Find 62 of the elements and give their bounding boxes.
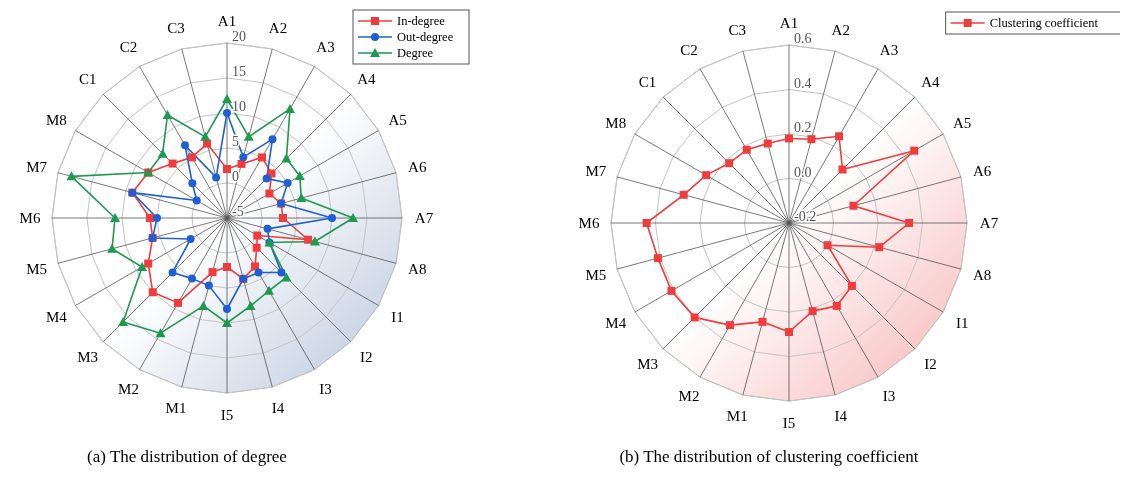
spoke-label: M7 — [585, 163, 607, 180]
spoke-label: A2 — [831, 21, 850, 38]
spoke-label: I1 — [391, 308, 404, 325]
spoke-label: M7 — [26, 159, 48, 176]
spoke-label: M5 — [585, 266, 607, 283]
spoke-label: A5 — [388, 111, 407, 128]
spoke-label: M3 — [77, 349, 99, 366]
spoke-label: A5 — [953, 115, 972, 131]
spoke-label: I3 — [319, 380, 332, 397]
spoke-label: M2 — [678, 388, 700, 405]
spoke-label: I4 — [834, 408, 848, 425]
spoke-label: A7 — [979, 215, 999, 231]
legend-label: Degree — [397, 46, 434, 60]
spoke-label: A6 — [408, 159, 427, 176]
spoke-label: A6 — [973, 163, 992, 180]
spoke-label: M6 — [578, 215, 600, 231]
spoke-label: I2 — [924, 356, 937, 373]
spoke-label: M4 — [45, 308, 68, 325]
spoke-label: C3 — [728, 21, 746, 38]
spoke-label: A4 — [921, 73, 941, 90]
legend-label: Clustering coefficient — [989, 16, 1099, 30]
spoke-label: M6 — [19, 210, 41, 226]
spoke-label: C3 — [167, 19, 185, 36]
spoke-label: A2 — [268, 19, 288, 36]
y-tick-label: 10 — [232, 99, 246, 114]
text: (b) The distribution of clustering coefficient — [619, 447, 919, 466]
y-tick-label: 20 — [232, 29, 246, 44]
y-tick-label: 0.0 — [794, 164, 812, 180]
spoke-label: M8 — [605, 115, 627, 131]
spoke-label: A4 — [357, 70, 376, 87]
spoke-label: I5 — [782, 415, 796, 431]
spoke-label: A8 — [408, 260, 427, 277]
spoke-label: I1 — [955, 315, 969, 331]
spoke-label: M5 — [26, 260, 48, 277]
spoke-label: I2 — [360, 349, 373, 366]
spoke-label: A3 — [879, 41, 899, 58]
y-tick-label: 0.6 — [794, 31, 812, 46]
spoke-label: C1 — [78, 70, 97, 87]
text: (a) The distribution of degree — [87, 447, 287, 466]
y-tick-label: 0.4 — [794, 75, 812, 91]
spoke-label: M3 — [637, 356, 658, 373]
spoke-label: M2 — [118, 380, 139, 397]
y-tick-label: 0 — [232, 169, 239, 184]
legend-label: In-degree — [397, 14, 446, 28]
spoke-label: A3 — [316, 39, 335, 56]
spoke-label: A7 — [414, 210, 434, 226]
y-tick-label: 0.2 — [794, 120, 812, 135]
legend-label: Out-degree — [397, 30, 454, 44]
spoke-label: C2 — [119, 39, 138, 56]
spoke-label: A8 — [973, 266, 992, 283]
spoke-label: M4 — [605, 315, 627, 331]
spoke-label: M1 — [726, 408, 748, 425]
spoke-label: I5 — [220, 407, 234, 423]
spoke-label: A1 — [217, 13, 237, 29]
spoke-label: C2 — [680, 41, 698, 58]
spoke-label: C1 — [638, 73, 657, 90]
y-tick-label: 15 — [232, 64, 246, 79]
spoke-label: M8 — [45, 111, 67, 128]
spoke-label: I4 — [271, 400, 285, 417]
spoke-label: I3 — [882, 388, 896, 405]
spoke-label: A1 — [779, 15, 799, 31]
spoke-label: M1 — [165, 400, 187, 417]
